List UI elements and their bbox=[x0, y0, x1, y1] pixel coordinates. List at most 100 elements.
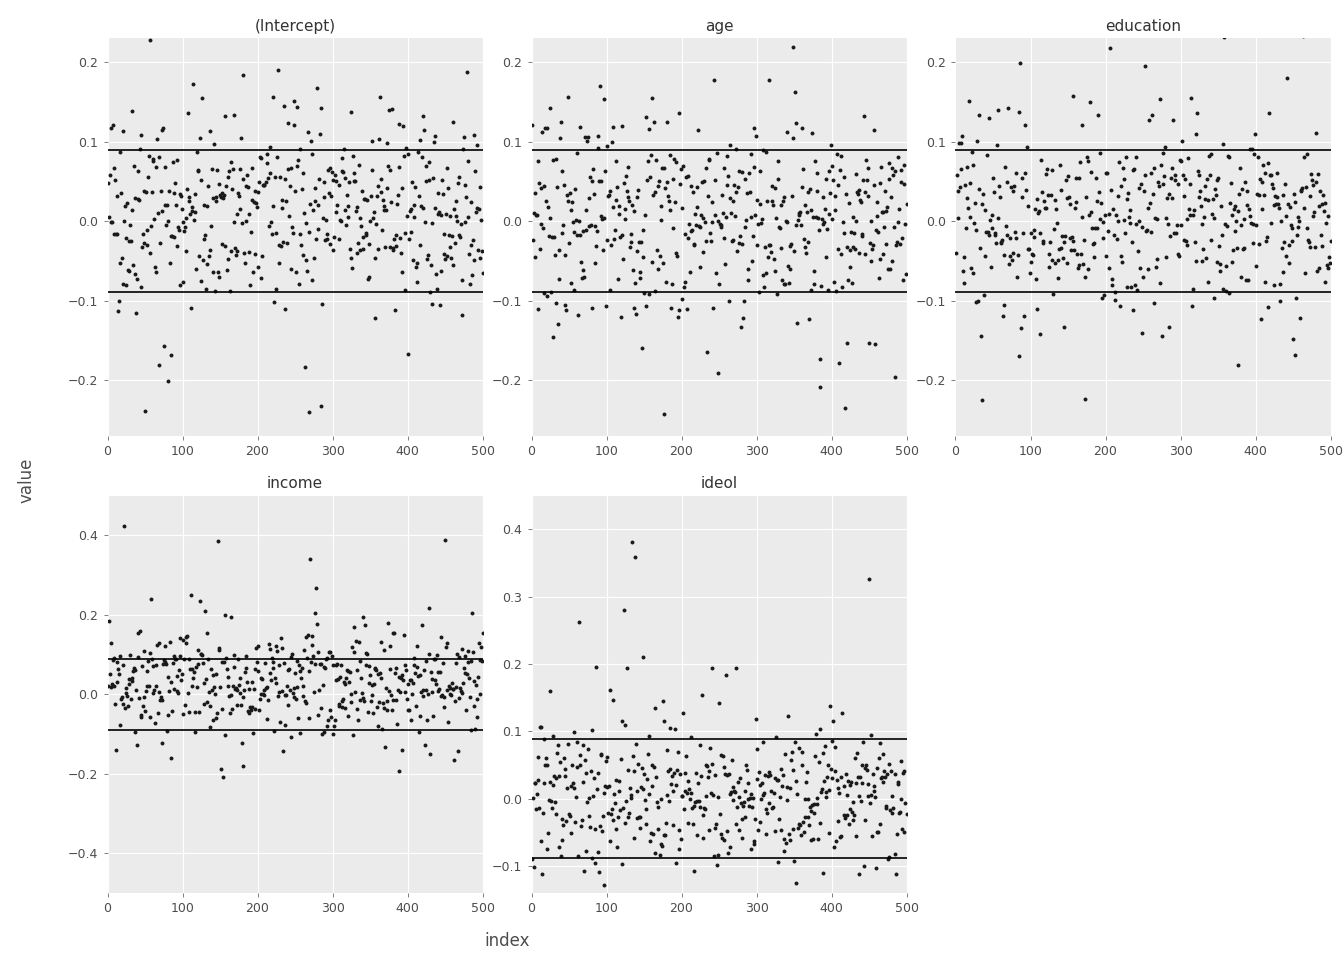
Point bbox=[712, 832, 734, 848]
Point bbox=[700, 194, 722, 209]
Point bbox=[296, 215, 317, 230]
Point bbox=[1122, 302, 1144, 318]
Point bbox=[829, 148, 851, 163]
Point bbox=[957, 191, 978, 206]
Point bbox=[1140, 165, 1161, 180]
Point bbox=[448, 690, 469, 706]
Point bbox=[206, 163, 227, 179]
Point bbox=[441, 251, 462, 266]
Point bbox=[241, 674, 262, 689]
Point bbox=[105, 743, 126, 758]
Point bbox=[891, 791, 913, 806]
Point bbox=[328, 177, 349, 192]
Point bbox=[1208, 238, 1230, 253]
Point bbox=[437, 682, 458, 697]
Point bbox=[835, 810, 856, 826]
Point bbox=[113, 517, 134, 533]
Point bbox=[129, 141, 151, 156]
Point bbox=[743, 836, 765, 852]
Point bbox=[547, 737, 569, 753]
Point bbox=[1064, 194, 1086, 209]
Point bbox=[532, 805, 554, 821]
Point bbox=[570, 818, 591, 833]
Point bbox=[595, 299, 617, 314]
Point bbox=[833, 806, 855, 822]
Point bbox=[363, 677, 384, 692]
Point bbox=[1298, 239, 1320, 254]
Point bbox=[845, 213, 867, 228]
Point bbox=[282, 681, 304, 696]
Point bbox=[251, 672, 273, 687]
Point bbox=[164, 229, 185, 245]
Point bbox=[594, 877, 616, 893]
Point bbox=[383, 242, 405, 257]
Point bbox=[964, 215, 985, 230]
Point bbox=[195, 228, 216, 243]
Point bbox=[609, 229, 630, 245]
Point bbox=[703, 787, 724, 803]
Point bbox=[265, 638, 286, 654]
Point bbox=[685, 765, 707, 780]
Point bbox=[435, 206, 457, 222]
Point bbox=[302, 648, 324, 663]
Point bbox=[704, 820, 726, 835]
Point bbox=[425, 129, 446, 144]
Point bbox=[751, 211, 773, 227]
Point bbox=[564, 212, 586, 228]
Point bbox=[556, 187, 578, 203]
Point bbox=[856, 173, 878, 188]
Point bbox=[996, 175, 1017, 190]
Point bbox=[332, 164, 353, 180]
Point bbox=[649, 249, 671, 264]
Point bbox=[1184, 234, 1206, 250]
Point bbox=[149, 357, 171, 372]
Point bbox=[138, 32, 160, 47]
Point bbox=[237, 167, 258, 182]
Point bbox=[809, 815, 831, 830]
Point bbox=[849, 770, 871, 785]
Point bbox=[457, 153, 478, 168]
Point bbox=[1309, 198, 1331, 213]
Point bbox=[680, 785, 702, 801]
Point bbox=[974, 203, 996, 218]
Point bbox=[970, 328, 992, 344]
Point bbox=[382, 101, 403, 116]
Point bbox=[676, 301, 698, 317]
Point bbox=[727, 774, 749, 789]
Point bbox=[247, 638, 269, 654]
Point bbox=[1187, 163, 1208, 179]
Point bbox=[110, 692, 132, 708]
Point bbox=[411, 617, 433, 633]
Point bbox=[890, 236, 911, 252]
Point bbox=[659, 193, 680, 208]
Point bbox=[730, 319, 751, 334]
Point bbox=[1273, 234, 1294, 250]
Point bbox=[1153, 169, 1175, 184]
Point bbox=[204, 283, 226, 299]
Point bbox=[1161, 190, 1183, 205]
Point bbox=[464, 674, 485, 689]
Point bbox=[327, 198, 348, 213]
Point bbox=[168, 222, 190, 237]
Point bbox=[370, 89, 391, 105]
Point bbox=[1193, 209, 1215, 225]
Point bbox=[145, 264, 167, 279]
Point bbox=[122, 663, 144, 679]
Point bbox=[429, 681, 450, 696]
Point bbox=[814, 738, 836, 754]
Point bbox=[462, 644, 484, 660]
Point bbox=[222, 678, 243, 693]
Point bbox=[314, 232, 336, 248]
Point bbox=[254, 12, 276, 28]
Point bbox=[711, 827, 732, 842]
Point bbox=[234, 255, 255, 271]
Point bbox=[1226, 240, 1247, 255]
Point bbox=[192, 655, 214, 670]
Point bbox=[310, 398, 332, 414]
Point bbox=[254, 655, 276, 670]
Point bbox=[99, 167, 121, 182]
Point bbox=[1285, 348, 1306, 363]
Point bbox=[137, 663, 159, 679]
Point bbox=[758, 765, 780, 780]
Point bbox=[973, 287, 995, 302]
